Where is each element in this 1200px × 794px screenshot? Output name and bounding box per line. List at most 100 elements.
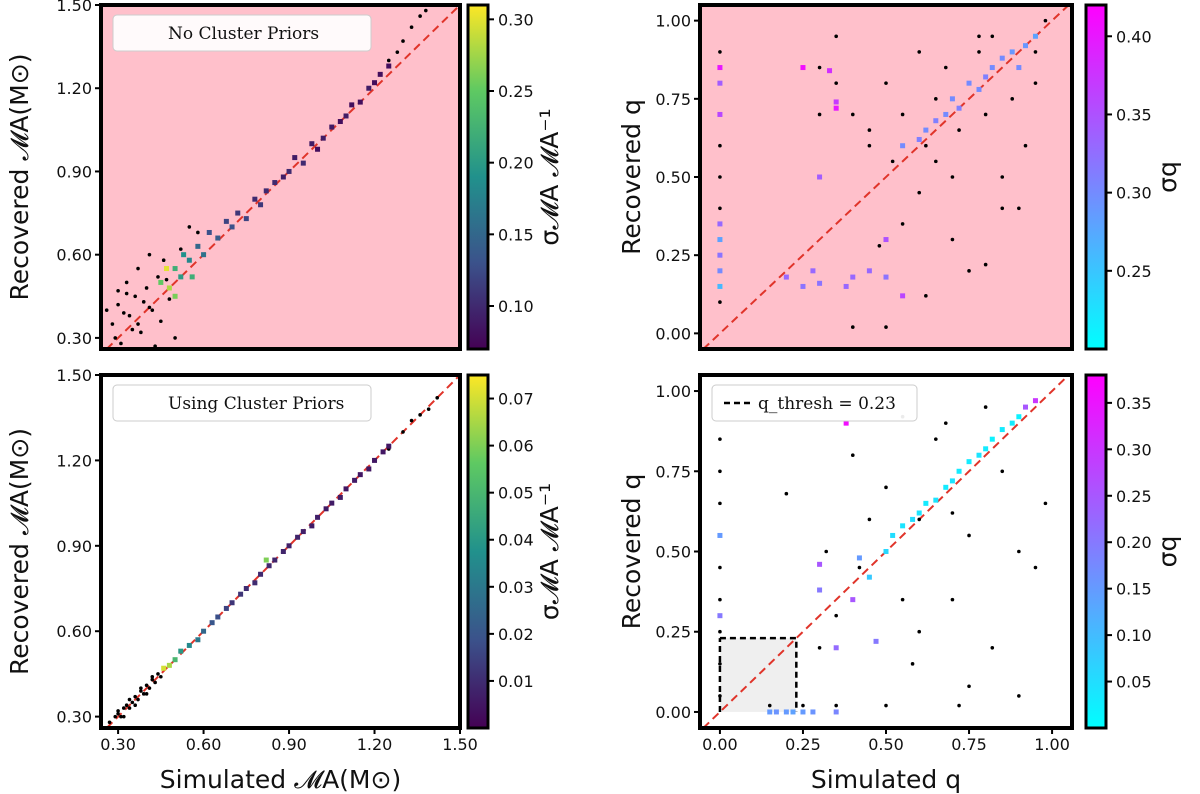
y-tick-label: 0.25	[655, 623, 691, 642]
data-square	[206, 229, 212, 235]
data-point	[435, 395, 440, 400]
data-point	[943, 421, 948, 425]
data-point	[144, 286, 149, 290]
data-point	[917, 50, 922, 54]
data-point	[990, 645, 995, 650]
data-point	[817, 645, 822, 650]
data-point	[1017, 694, 1021, 698]
y-tick-label: 0.30	[56, 329, 92, 348]
data-square	[773, 709, 779, 715]
data-point	[164, 277, 169, 282]
data-square	[717, 532, 723, 538]
data-point	[130, 700, 135, 705]
plot-frame	[99, 3, 462, 351]
data-square	[1032, 33, 1038, 39]
data-square	[186, 642, 192, 648]
data-square	[366, 85, 372, 91]
data-point	[834, 34, 838, 39]
colorbar-label: σ𝓜A 𝓜A⁻¹	[535, 483, 564, 620]
data-square	[800, 283, 806, 289]
data-square	[357, 472, 363, 478]
data-square	[767, 709, 773, 715]
data-square	[717, 111, 723, 117]
data-point	[977, 34, 981, 39]
data-square	[817, 587, 823, 593]
data-point	[156, 275, 160, 279]
data-square	[172, 657, 178, 663]
colorbar-tick-label: 0.40	[1116, 27, 1152, 46]
data-point	[144, 692, 149, 696]
y-axis-label: Recovered 𝓜A(M⊙)	[5, 54, 34, 301]
data-square	[164, 266, 170, 272]
colorbar-tick-label: 0.30	[1116, 440, 1152, 459]
data-point	[718, 50, 722, 54]
data-point	[127, 706, 132, 710]
data-square	[343, 113, 349, 119]
data-point	[983, 262, 988, 267]
data-square	[252, 580, 258, 586]
data-square	[323, 506, 329, 512]
data-square	[195, 637, 201, 643]
data-point	[834, 613, 838, 618]
data-square	[172, 293, 178, 299]
identity-line	[106, 4, 461, 350]
data-point	[159, 319, 163, 324]
data-square	[883, 274, 889, 280]
data-point	[116, 288, 120, 293]
data-square	[717, 221, 723, 227]
data-point	[386, 58, 391, 63]
data-point	[934, 97, 938, 101]
data-point	[136, 266, 140, 271]
data-point	[718, 175, 722, 179]
data-point	[395, 50, 400, 54]
y-tick-label: 1.50	[56, 366, 92, 385]
data-point	[1033, 50, 1038, 54]
data-square	[352, 477, 358, 483]
legend-box	[112, 384, 372, 422]
x-tick-label: 0.00	[702, 735, 738, 754]
data-point	[116, 711, 120, 716]
data-point	[850, 325, 855, 329]
colorbar	[466, 3, 490, 351]
data-point	[116, 302, 120, 307]
data-square	[949, 478, 955, 484]
colorbar-tick-label: 0.35	[1116, 394, 1152, 413]
colorbar-tick-label: 0.15	[1116, 580, 1152, 599]
data-point	[147, 686, 152, 690]
x-tick-label: 0.50	[868, 735, 904, 754]
data-point	[107, 720, 112, 725]
y-tick-label: 1.20	[56, 451, 92, 470]
data-point	[917, 190, 922, 195]
data-square	[372, 80, 378, 86]
data-point	[917, 629, 922, 634]
legend-label: No Cluster Priors	[168, 24, 319, 44]
data-point	[917, 517, 922, 522]
data-point	[424, 8, 428, 13]
data-point	[161, 258, 166, 263]
data-square	[181, 252, 187, 258]
data-square	[717, 268, 723, 274]
data-point	[121, 706, 126, 710]
data-point	[110, 322, 115, 326]
data-square	[309, 523, 315, 529]
plot-frame	[99, 373, 462, 730]
data-square	[833, 709, 839, 715]
data-point	[1010, 97, 1015, 101]
x-axis-label: Simulated q	[811, 765, 961, 794]
data-square	[956, 105, 962, 111]
data-point	[867, 143, 872, 148]
data-point	[409, 418, 414, 423]
panel-tl: 0.30 0.60 0.90 1.20 1.50 Recovered 𝓜A(M⊙) No C…	[5, 0, 564, 351]
data-point	[850, 453, 855, 458]
colorbar-tick-label: 0.20	[1116, 533, 1152, 552]
legend-box	[112, 14, 372, 52]
data-point	[133, 294, 137, 299]
data-square	[272, 180, 278, 186]
data-square	[166, 662, 172, 668]
data-square	[883, 549, 889, 554]
x-tick-label: 0.30	[100, 735, 136, 754]
data-square	[1032, 398, 1038, 404]
data-point	[1000, 469, 1005, 474]
data-point	[173, 336, 177, 340]
data-square	[817, 174, 823, 180]
